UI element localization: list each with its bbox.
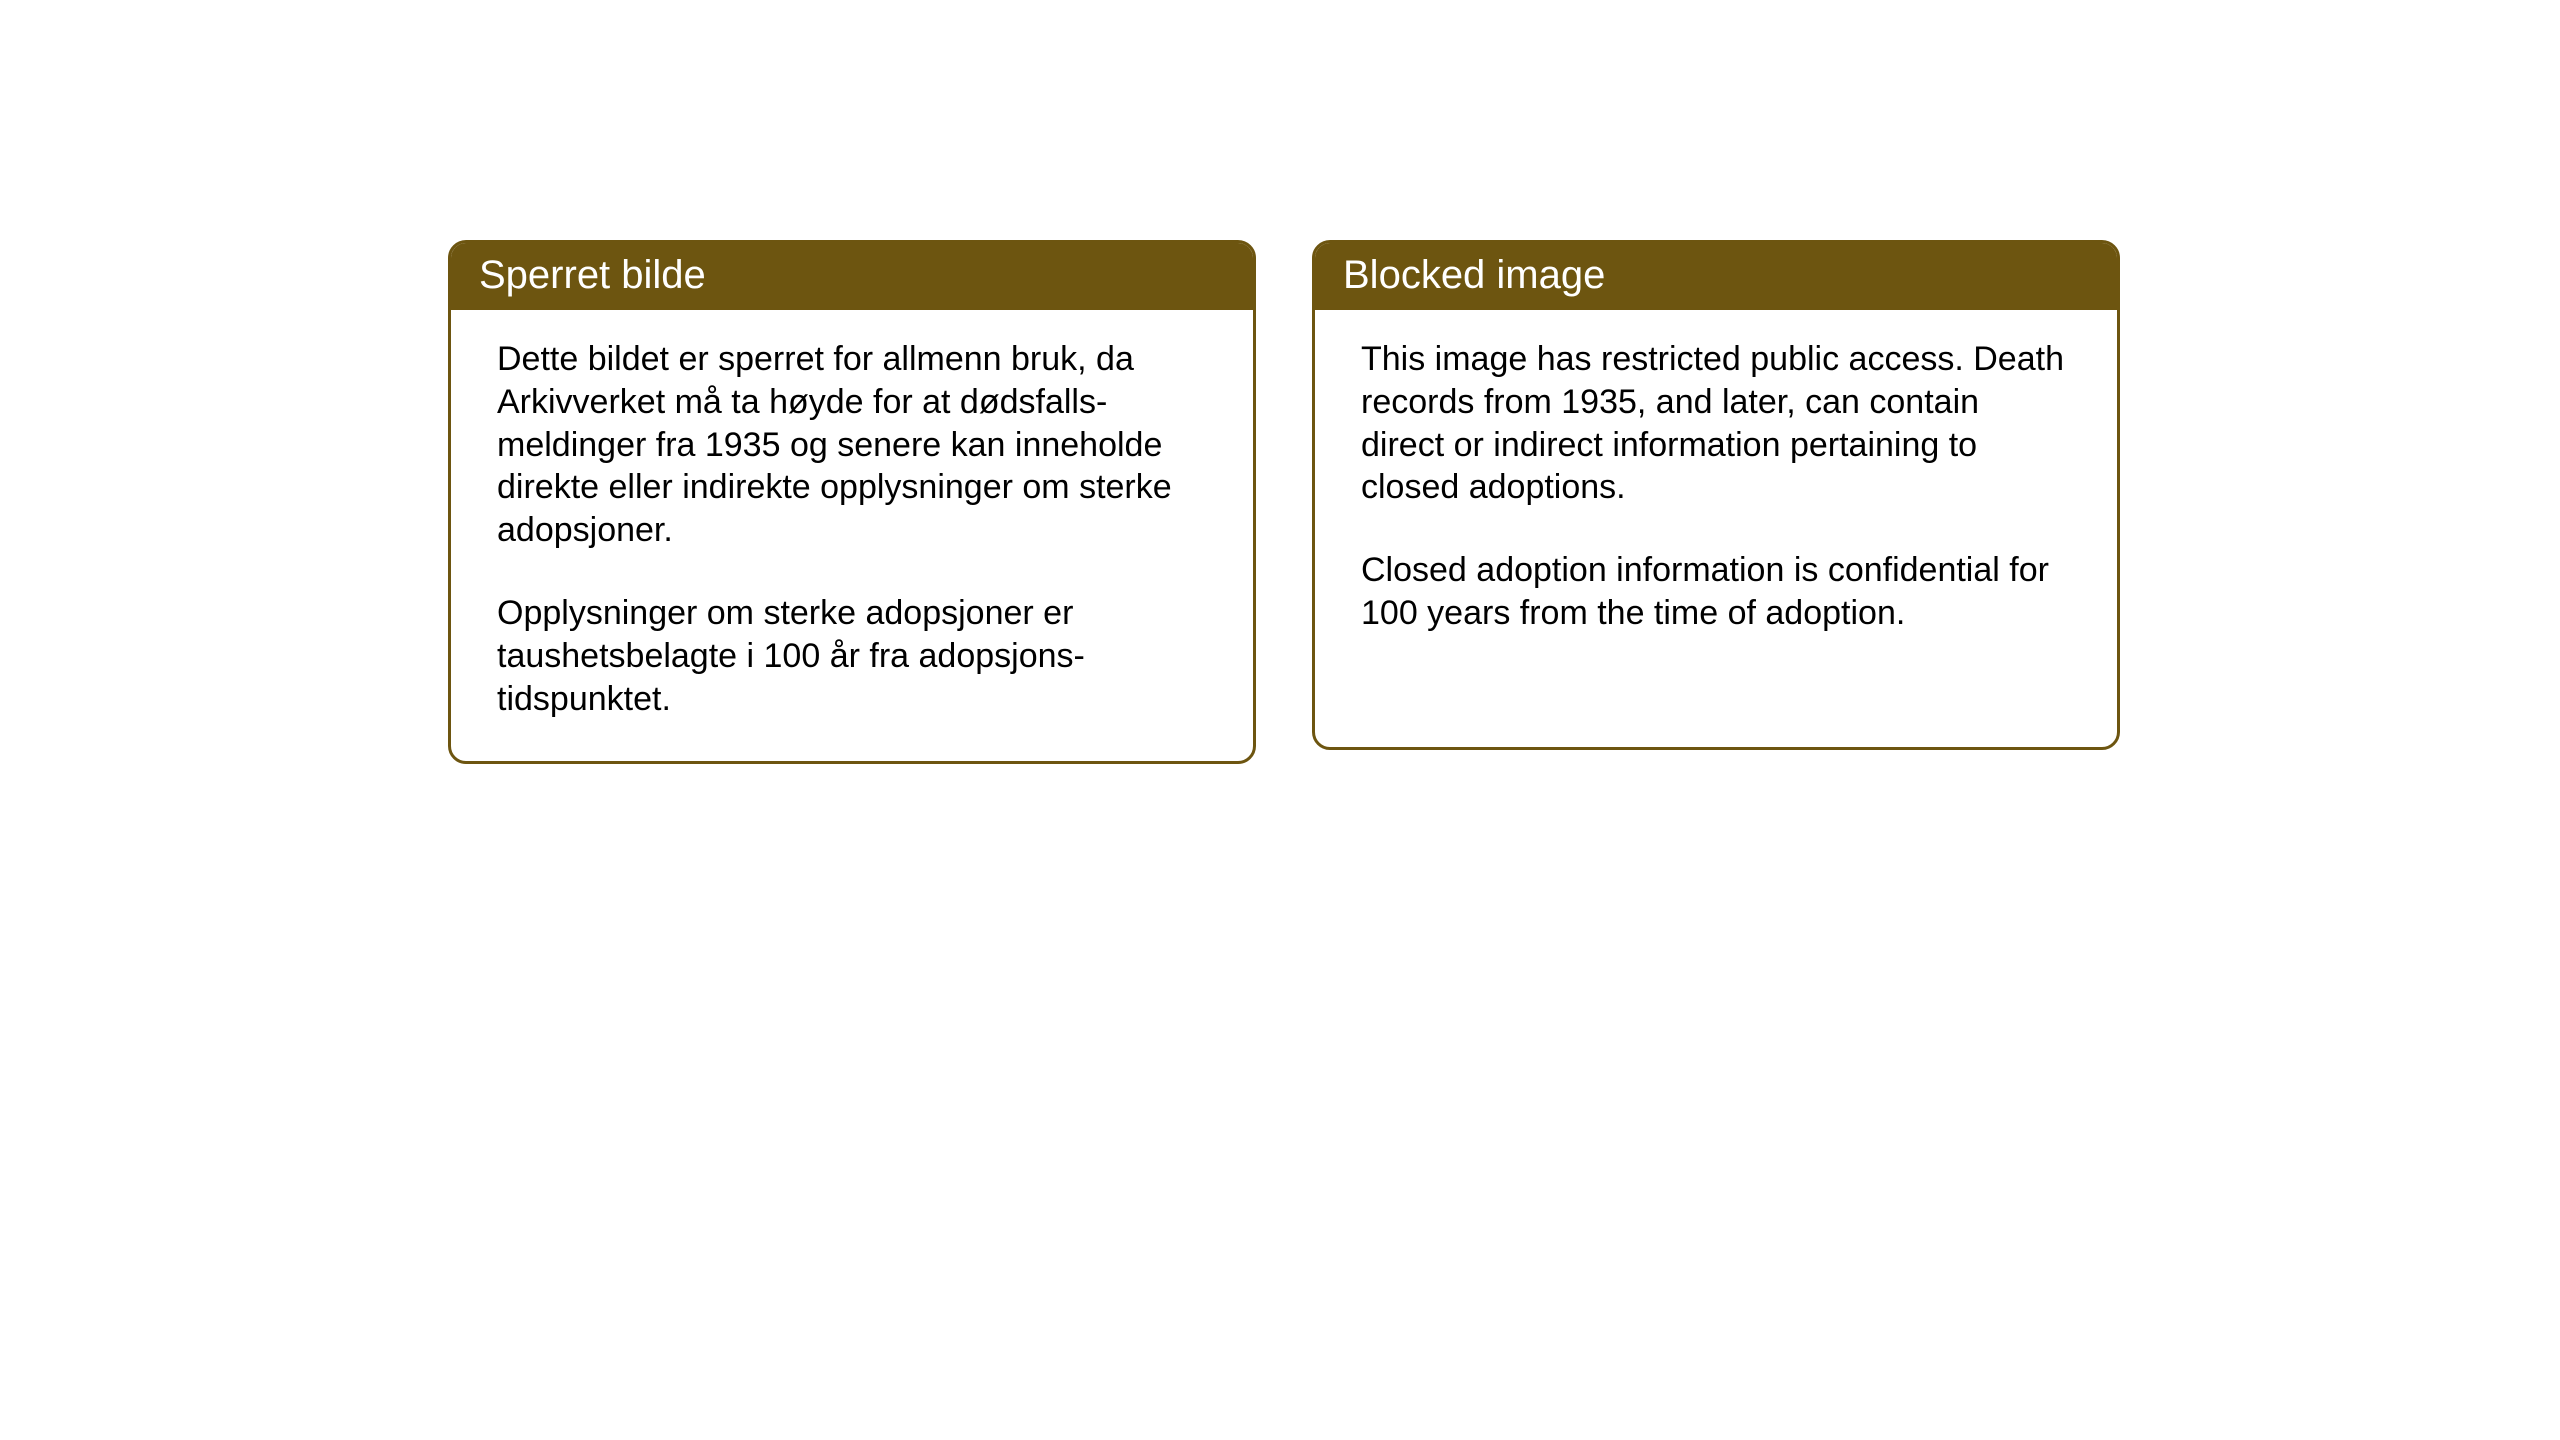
card-norwegian-title: Sperret bilde xyxy=(479,253,706,297)
card-norwegian-header: Sperret bilde xyxy=(451,243,1253,310)
card-english-header: Blocked image xyxy=(1315,243,2117,310)
card-english-paragraph-1: This image has restricted public access.… xyxy=(1361,338,2071,509)
card-norwegian-body: Dette bildet er sperret for allmenn bruk… xyxy=(451,310,1253,761)
card-english-paragraph-2: Closed adoption information is confident… xyxy=(1361,549,2071,635)
card-english-title: Blocked image xyxy=(1343,253,1605,297)
card-norwegian-paragraph-1: Dette bildet er sperret for allmenn bruk… xyxy=(497,338,1207,552)
card-norwegian: Sperret bilde Dette bildet er sperret fo… xyxy=(448,240,1256,764)
cards-container: Sperret bilde Dette bildet er sperret fo… xyxy=(448,240,2120,764)
card-english-body: This image has restricted public access.… xyxy=(1315,310,2117,675)
card-english: Blocked image This image has restricted … xyxy=(1312,240,2120,750)
card-norwegian-paragraph-2: Opplysninger om sterke adopsjoner er tau… xyxy=(497,592,1207,720)
